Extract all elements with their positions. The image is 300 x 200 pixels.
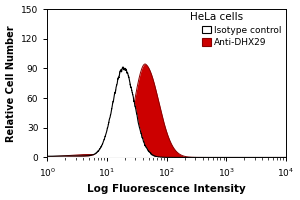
X-axis label: Log Fluorescence Intensity: Log Fluorescence Intensity <box>87 184 246 194</box>
Text: HeLa cells: HeLa cells <box>190 12 244 22</box>
Legend: Isotype control, Anti-DHX29: Isotype control, Anti-DHX29 <box>200 24 284 49</box>
Y-axis label: Relative Cell Number: Relative Cell Number <box>6 25 16 142</box>
